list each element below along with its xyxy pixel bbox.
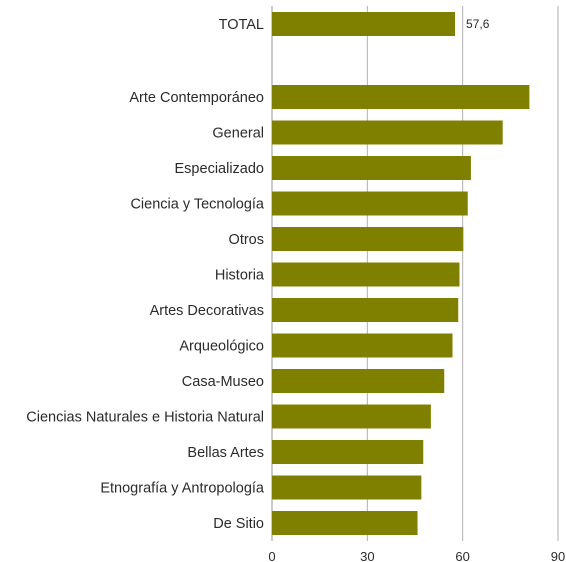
bar-artes-decorativas — [272, 298, 459, 322]
x-tick-label-0: 0 — [268, 549, 275, 562]
bars — [272, 12, 530, 535]
bar-casa-museo — [272, 369, 445, 393]
category-label-arte-contemporaneo: Arte Contemporáneo — [129, 90, 264, 106]
bar-historia — [272, 262, 460, 287]
category-label-otros: Otros — [229, 232, 264, 248]
data-label-total: 57,6 — [466, 17, 490, 31]
x-tick-label-60: 60 — [455, 549, 469, 562]
bar-otros — [272, 227, 464, 251]
x-axis-ticks: 0 30 60 90 — [268, 549, 565, 562]
bar-general — [272, 120, 503, 145]
bar-arte-contemporaneo — [272, 85, 530, 109]
category-labels: TOTAL Arte Contemporáneo General Especializ… — [26, 17, 265, 532]
category-label-casa-museo: Casa-Museo — [182, 374, 264, 390]
category-label-general: General — [212, 126, 264, 142]
bar-de-sitio — [272, 511, 418, 535]
data-labels: 57,6 — [466, 17, 490, 31]
x-tick-label-30: 30 — [360, 549, 374, 562]
category-label-artes-decorativas: Artes Decorativas — [150, 303, 264, 319]
category-label-ciencias-naturales-e-historia-natural: Ciencias Naturales e Historia Natural — [26, 410, 264, 426]
bar-total — [272, 12, 456, 36]
category-label-historia: Historia — [215, 268, 265, 284]
bar-bellas-artes — [272, 440, 424, 464]
category-label-bellas-artes: Bellas Artes — [187, 445, 264, 461]
bar-arqueologico — [272, 333, 453, 358]
bar-ciencias-naturales-e-historia-natural — [272, 404, 431, 429]
category-label-de-sitio: De Sitio — [213, 516, 264, 532]
category-label-especializado: Especializado — [175, 161, 264, 177]
bar-ciencia-y-tecnologia — [272, 191, 468, 216]
bar-etnografia-y-antropologia — [272, 475, 422, 500]
category-label-ciencia-y-tecnologia: Ciencia y Tecnología — [130, 197, 264, 213]
category-label-total: TOTAL — [219, 17, 264, 33]
category-label-arqueologico: Arqueológico — [179, 339, 264, 355]
category-label-etnografia-y-antropologia: Etnografía y Antropología — [100, 481, 265, 497]
x-tick-label-90: 90 — [551, 549, 565, 562]
bar-especializado — [272, 156, 471, 180]
